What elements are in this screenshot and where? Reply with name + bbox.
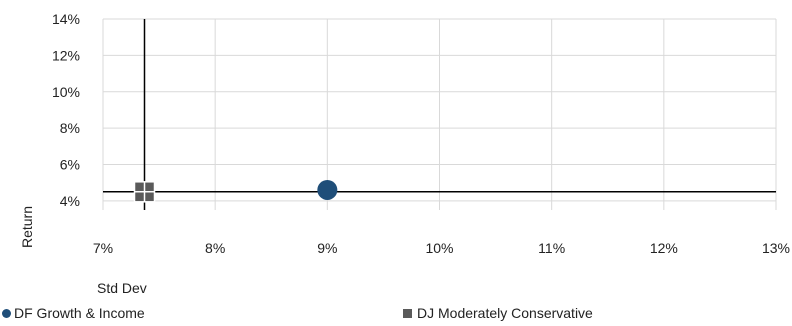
y-tick-label: 14% <box>52 11 80 27</box>
y-tick-label: 4% <box>60 193 80 209</box>
data-point-circle <box>317 179 338 200</box>
x-tick-label: 9% <box>317 240 337 256</box>
legend-marker-square <box>403 308 412 318</box>
legend-label: DJ Moderately Conservative <box>417 305 593 321</box>
x-tick-label: 8% <box>205 240 225 256</box>
legend-item-dj-moderately-conservative: DJ Moderately Conservative <box>403 305 593 321</box>
legend-item-df-growth-income: DF Growth & Income <box>2 305 145 321</box>
y-axis-title: Return <box>19 206 35 248</box>
y-tick-label: 8% <box>60 120 80 136</box>
y-tick-label: 12% <box>52 47 80 63</box>
scatter-chart: 7% 8% 9% 10% 11% 12% 13% 4% 6% 8% 10% 12% 14% Return S… <box>19 11 790 296</box>
x-tick-label: 7% <box>93 240 113 256</box>
y-tick-label: 6% <box>60 157 80 173</box>
y-tick-label: 10% <box>52 84 80 100</box>
x-tick-label: 11% <box>538 240 565 256</box>
legend: DF Growth & Income DJ Moderately Conserv… <box>0 305 792 325</box>
x-axis-title: Std Dev <box>97 280 147 296</box>
x-tick-label: 12% <box>650 240 678 256</box>
legend-marker-circle <box>2 308 11 318</box>
x-tick-label: 13% <box>762 240 790 256</box>
legend-label: DF Growth & Income <box>14 305 145 321</box>
x-tick-label: 10% <box>425 240 453 256</box>
